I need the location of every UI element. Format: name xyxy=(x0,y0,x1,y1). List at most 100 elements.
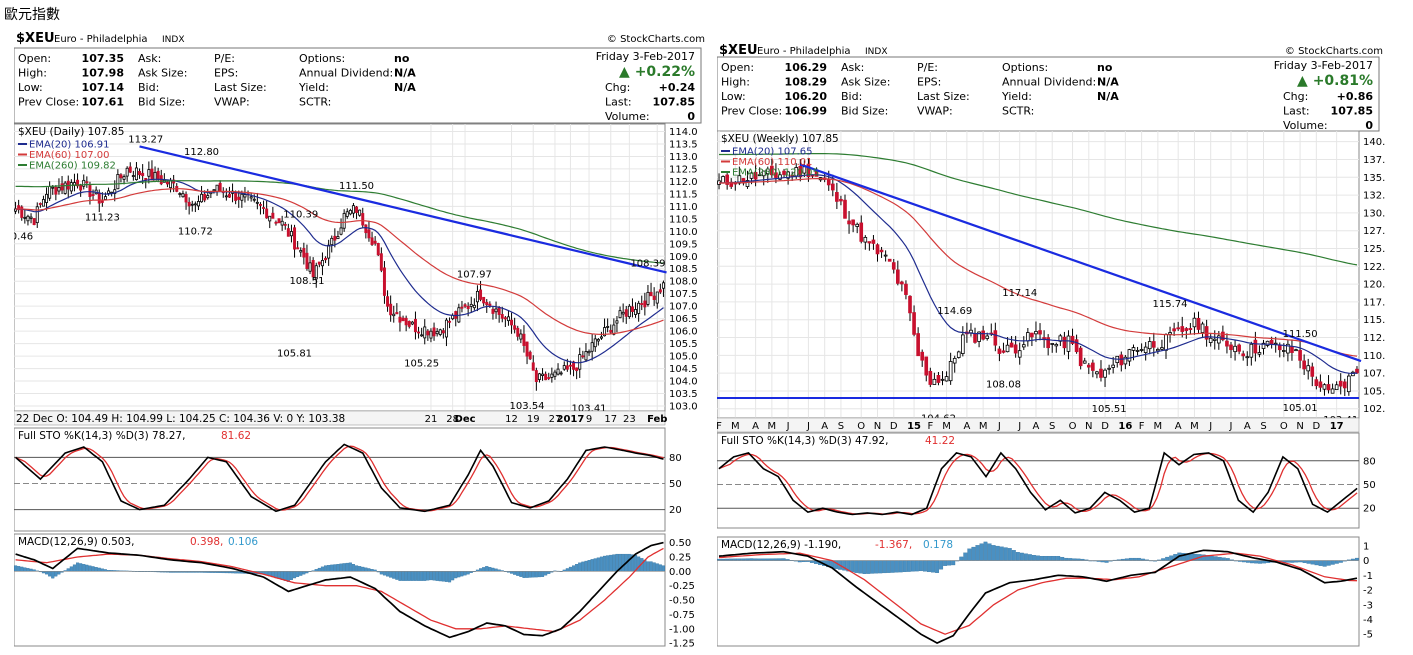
candle xyxy=(606,318,610,333)
candle xyxy=(1030,332,1034,347)
candle-body xyxy=(215,184,219,192)
candle-body xyxy=(103,196,107,200)
candle xyxy=(1038,323,1042,341)
candle xyxy=(85,176,89,188)
resistance-trendline xyxy=(799,163,1362,363)
macd-histogram-bar xyxy=(983,541,988,561)
candle xyxy=(165,180,169,188)
candle-body xyxy=(1196,317,1201,330)
candle-body xyxy=(475,290,479,303)
legend-entry: EMA(260) 120.05 xyxy=(732,168,819,179)
macd-histogram-bar xyxy=(646,561,650,572)
candle xyxy=(404,315,408,332)
candle-body xyxy=(351,205,355,214)
candle xyxy=(308,256,312,275)
candle xyxy=(1001,342,1006,354)
candle xyxy=(76,173,80,189)
x-tick-label: A xyxy=(1244,421,1251,432)
candle-body xyxy=(324,257,328,261)
candle-body xyxy=(725,174,729,185)
macd-histogram-bar xyxy=(407,571,411,581)
candle-body xyxy=(1200,323,1205,333)
candle xyxy=(1322,383,1327,396)
candle-body xyxy=(1338,380,1343,387)
candle xyxy=(1021,336,1026,351)
legend-entry: EMA(20) 107.65 xyxy=(732,147,812,158)
info-label: Bid: xyxy=(138,81,159,94)
candle-body xyxy=(525,341,529,357)
price-label: 105.81 xyxy=(277,349,312,360)
candle xyxy=(1233,340,1237,361)
candle-body xyxy=(859,222,864,242)
candle-body xyxy=(534,370,538,383)
macd-histogram-bar xyxy=(479,568,483,572)
candle-body xyxy=(299,250,303,253)
macd-histogram-bar xyxy=(404,571,408,581)
candle-body xyxy=(448,320,452,323)
candle xyxy=(1334,381,1339,390)
candle xyxy=(1314,376,1319,390)
candle xyxy=(584,343,588,363)
candle xyxy=(568,360,572,375)
macd-tick: -1.25 xyxy=(669,639,695,650)
candle-body xyxy=(1107,367,1111,370)
candle-body xyxy=(370,237,374,245)
candle xyxy=(181,190,185,198)
macd-histogram-bar xyxy=(466,571,470,575)
candle xyxy=(1306,358,1311,380)
candle-body xyxy=(203,193,207,201)
x-tick-label: J xyxy=(1229,421,1233,432)
candle-body xyxy=(1099,368,1103,378)
y-tick-label: 130.0 xyxy=(1363,208,1385,219)
macd-histogram-bar xyxy=(1128,557,1133,561)
candle-body xyxy=(826,179,831,186)
macd-histogram-bar xyxy=(1330,560,1335,565)
candle xyxy=(389,295,393,322)
candle-body xyxy=(184,194,188,203)
info-label: P/E: xyxy=(917,61,938,74)
x-tick-label: 15 xyxy=(907,421,921,432)
candle-body xyxy=(997,348,1002,354)
candle xyxy=(475,285,479,312)
candle xyxy=(296,240,300,250)
candle xyxy=(1103,368,1107,387)
candle xyxy=(274,220,278,226)
macd-histogram-bar xyxy=(327,565,331,572)
info-label: Last: xyxy=(605,96,632,109)
candle-body xyxy=(603,327,607,337)
candle-body xyxy=(206,195,210,199)
candle-body xyxy=(883,254,888,257)
candle-body xyxy=(271,212,275,219)
candle-body xyxy=(26,215,30,222)
candle-body xyxy=(912,312,916,335)
candle xyxy=(293,224,297,258)
candle xyxy=(887,258,892,262)
macd-histogram-bar xyxy=(987,543,992,561)
macd-histogram-bar xyxy=(513,571,517,575)
candle-body xyxy=(1261,342,1266,349)
candle-body xyxy=(85,181,89,184)
price-label: 107.97 xyxy=(457,269,492,280)
candle-body xyxy=(904,283,908,295)
candle-body xyxy=(936,375,941,383)
candle xyxy=(243,186,247,203)
candle xyxy=(38,202,42,208)
candle xyxy=(423,319,427,345)
candle-body xyxy=(798,165,803,178)
y-tick-label: 132.5 xyxy=(1363,191,1385,202)
candle-body xyxy=(646,291,650,305)
x-tick-label: O xyxy=(1069,421,1077,432)
macd-histogram-bar xyxy=(627,553,631,572)
x-tick-label: F xyxy=(1139,421,1145,432)
macd-histogram-bar xyxy=(661,565,665,572)
candle xyxy=(912,305,916,337)
candle xyxy=(348,208,352,216)
brand-text: © StockCharts.com xyxy=(1285,46,1383,57)
candle xyxy=(1249,341,1254,366)
macd-histogram-bar xyxy=(878,560,883,574)
candle-body xyxy=(900,281,904,285)
candle-body xyxy=(289,231,293,237)
candle-body xyxy=(871,239,876,244)
macd-histogram-bar xyxy=(959,556,964,561)
candle xyxy=(572,360,576,377)
